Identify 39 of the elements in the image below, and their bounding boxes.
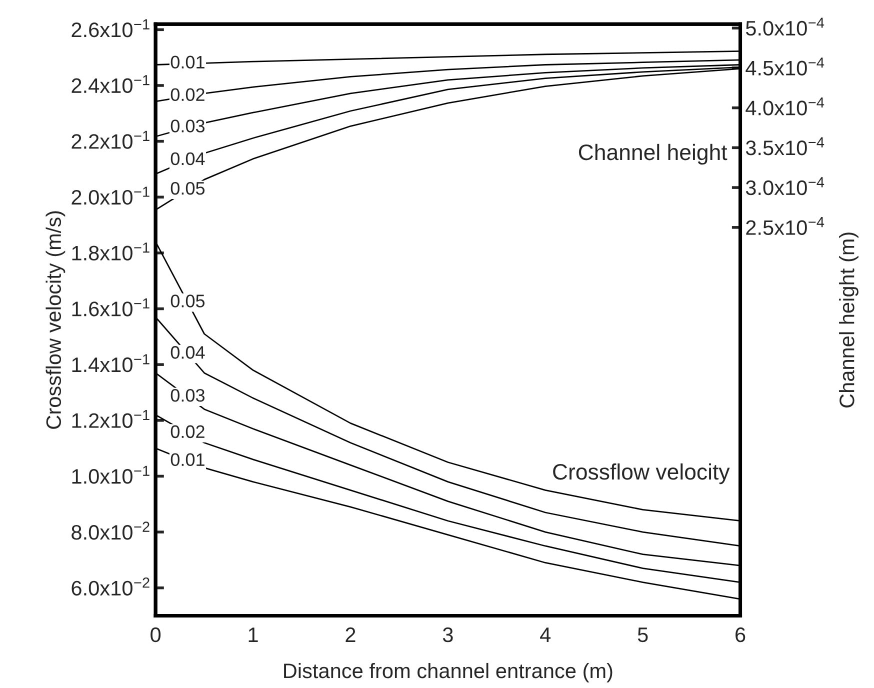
annotation: Crossflow velocity <box>553 463 730 484</box>
y-tick-label: 2.4x10$^{−1}$ <box>72 75 150 94</box>
y-tick-label: 1.2x10$^{−1}$ <box>72 410 150 428</box>
series-label: 0.04 <box>170 152 205 166</box>
y-tick-label: 1.6x10$^{−1}$ <box>72 298 150 316</box>
y-tick-label: 6.0x10$^{−2}$ <box>72 577 150 596</box>
y2-tick-label: 2.5x10$^{−4}$ <box>746 217 824 235</box>
x-tick-label: 3 <box>442 627 453 642</box>
x-tick-label: 1 <box>248 628 258 642</box>
y-tick-label: 1.8x10$^{−1}$ <box>72 242 150 261</box>
annotation: Channel height <box>578 144 728 165</box>
y-tick-label: 1.0x10$^{−1}$ <box>72 466 150 484</box>
series-label: 0.04 <box>170 346 205 359</box>
x-tick-label: 5 <box>638 628 648 642</box>
y2-tick-label: 4.0x10$^{−4}$ <box>746 97 824 116</box>
series-label: 0.02 <box>170 425 204 438</box>
y2-tick-label: 3.0x10$^{−4}$ <box>746 177 824 196</box>
series-label: 0.01 <box>170 56 204 69</box>
series-label: 0.02 <box>170 88 204 102</box>
y2-tick-label: 5.0x10$^{−4}$ <box>746 18 824 36</box>
x-axis-title: Distance from channel entrance (m) <box>284 662 612 682</box>
y-tick-label: 8.0x10$^{−2}$ <box>72 522 150 540</box>
y2-axis-title: Channel height (m) <box>839 232 858 408</box>
x-tick-label: 0 <box>150 627 161 642</box>
series-label: 0.03 <box>170 120 205 132</box>
series-label: 0.03 <box>170 388 205 402</box>
series-label: 0.05 <box>170 294 205 308</box>
series-label: 0.05 <box>170 182 205 195</box>
x-tick-label: 2 <box>346 627 356 642</box>
y-tick-label: 2.2x10$^{−1}$ <box>72 130 150 149</box>
y2-tick-label: 3.5x10$^{−4}$ <box>746 137 824 156</box>
x-tick-label: 6 <box>736 627 746 642</box>
y-tick-label: 1.4x10$^{−1}$ <box>72 354 150 372</box>
y2-tick-label: 4.5x10$^{−4}$ <box>746 58 824 76</box>
x-tick-label: 4 <box>540 628 551 642</box>
y-tick-label: 2.6x10$^{−1}$ <box>72 19 150 38</box>
y-axis-title: Crossflow velocity (m/s) <box>46 211 66 429</box>
y-tick-label: 2.0x10$^{−1}$ <box>72 186 150 205</box>
series-label: 0.01 <box>170 453 204 466</box>
